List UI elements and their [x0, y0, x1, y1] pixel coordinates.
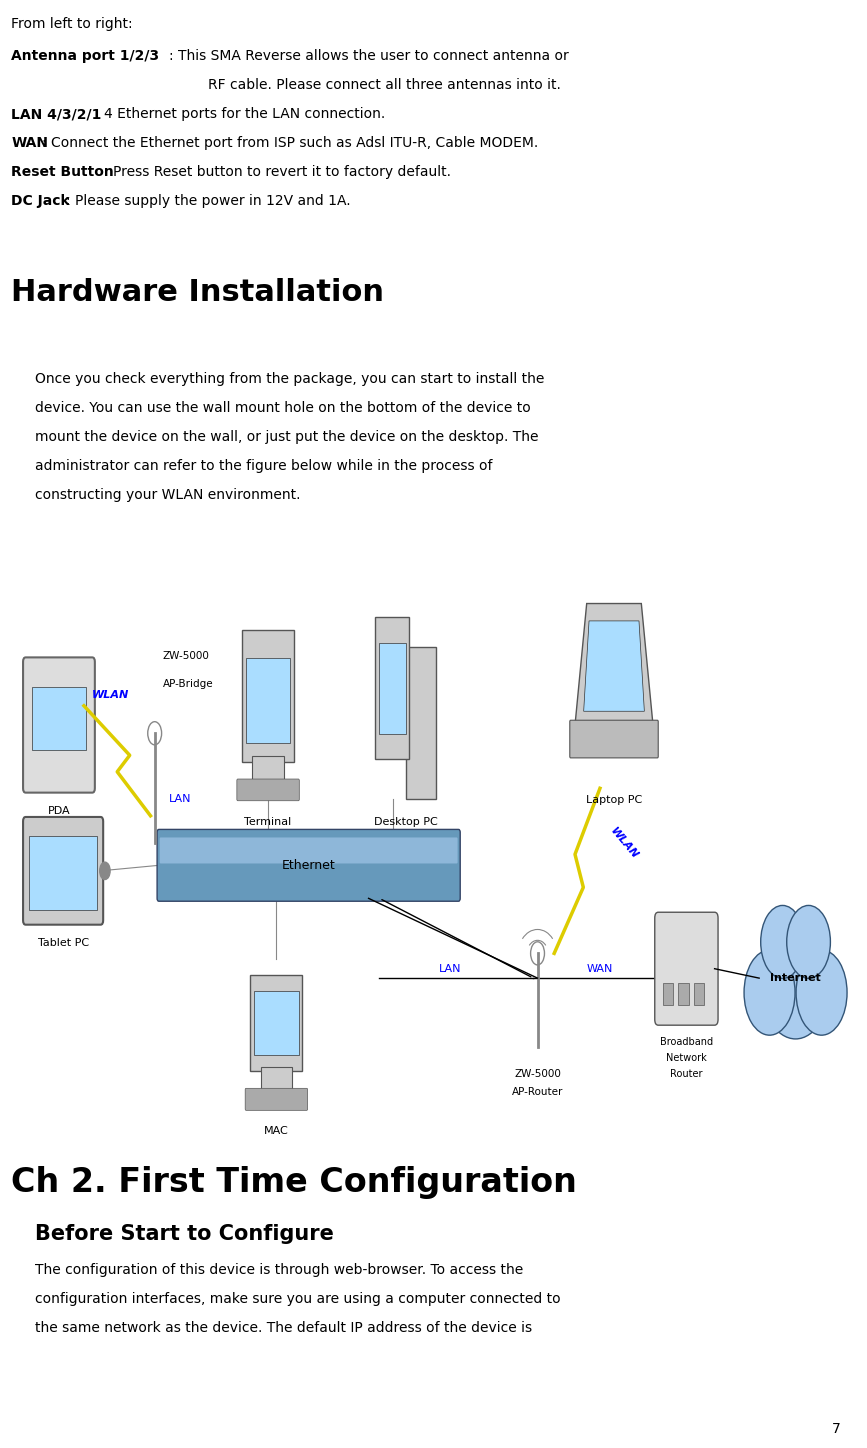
Text: Reset Button: Reset Button	[11, 165, 114, 180]
Text: : Press Reset button to revert it to factory default.: : Press Reset button to revert it to fac…	[104, 165, 451, 180]
FancyBboxPatch shape	[23, 657, 95, 792]
FancyBboxPatch shape	[375, 617, 408, 759]
Circle shape	[760, 905, 805, 979]
FancyBboxPatch shape	[379, 643, 406, 734]
Circle shape	[744, 950, 795, 1035]
Text: : 4 Ethernet ports for the LAN connection.: : 4 Ethernet ports for the LAN connectio…	[95, 107, 386, 122]
FancyBboxPatch shape	[252, 756, 284, 785]
Circle shape	[786, 905, 831, 979]
FancyBboxPatch shape	[242, 630, 294, 762]
Text: Router: Router	[670, 1069, 702, 1079]
FancyBboxPatch shape	[245, 1089, 308, 1111]
Text: the same network as the device. The default IP address of the device is: the same network as the device. The defa…	[35, 1321, 531, 1335]
Text: WAN: WAN	[11, 136, 49, 151]
FancyBboxPatch shape	[29, 835, 97, 911]
FancyBboxPatch shape	[160, 837, 458, 863]
Text: Internet: Internet	[770, 973, 821, 983]
Text: ZW-5000: ZW-5000	[163, 652, 210, 662]
Polygon shape	[575, 604, 653, 725]
FancyBboxPatch shape	[23, 817, 103, 925]
Text: mount the device on the wall, or just put the device on the desktop. The: mount the device on the wall, or just pu…	[35, 430, 538, 445]
FancyBboxPatch shape	[694, 983, 704, 1005]
FancyBboxPatch shape	[570, 720, 658, 757]
Text: AP-Bridge: AP-Bridge	[163, 679, 213, 689]
FancyBboxPatch shape	[678, 983, 688, 1005]
Text: configuration interfaces, make sure you are using a computer connected to: configuration interfaces, make sure you …	[35, 1292, 560, 1306]
Text: device. You can use the wall mount hole on the bottom of the device to: device. You can use the wall mount hole …	[35, 401, 531, 416]
Text: AP-Router: AP-Router	[512, 1087, 564, 1098]
FancyBboxPatch shape	[261, 1067, 292, 1090]
Text: constructing your WLAN environment.: constructing your WLAN environment.	[35, 488, 300, 502]
Text: Broadband: Broadband	[660, 1037, 713, 1047]
Text: : This SMA Reverse allows the user to connect antenna or: : This SMA Reverse allows the user to co…	[169, 49, 569, 64]
Text: LAN: LAN	[439, 964, 461, 973]
Polygon shape	[583, 621, 644, 711]
Circle shape	[100, 862, 110, 879]
Text: WLAN: WLAN	[92, 689, 129, 699]
Text: Laptop PC: Laptop PC	[586, 795, 642, 805]
FancyBboxPatch shape	[251, 975, 303, 1070]
Text: Once you check everything from the package, you can start to install the: Once you check everything from the packa…	[35, 372, 544, 387]
Text: ZW-5000: ZW-5000	[514, 1069, 561, 1079]
Circle shape	[796, 950, 847, 1035]
Text: administrator can refer to the figure below while in the process of: administrator can refer to the figure be…	[35, 459, 492, 473]
FancyBboxPatch shape	[157, 830, 460, 901]
Text: Terminal: Terminal	[244, 817, 291, 827]
FancyBboxPatch shape	[655, 912, 718, 1025]
Text: MAC: MAC	[264, 1125, 289, 1135]
Text: Desktop PC: Desktop PC	[374, 817, 438, 827]
Text: The configuration of this device is through web-browser. To access the: The configuration of this device is thro…	[35, 1263, 523, 1277]
Text: LAN: LAN	[168, 795, 191, 804]
Text: WLAN: WLAN	[609, 825, 640, 860]
Text: : Connect the Ethernet port from ISP such as Adsl ITU-R, Cable MODEM.: : Connect the Ethernet port from ISP suc…	[42, 136, 538, 151]
Text: Network: Network	[666, 1053, 707, 1063]
Text: PDA: PDA	[48, 805, 70, 815]
Text: DC Jack: DC Jack	[11, 194, 70, 209]
FancyBboxPatch shape	[237, 779, 299, 801]
Text: Hardware Installation: Hardware Installation	[11, 278, 384, 307]
Text: From left to right:: From left to right:	[11, 17, 133, 32]
FancyBboxPatch shape	[32, 686, 86, 750]
FancyBboxPatch shape	[254, 990, 299, 1054]
FancyBboxPatch shape	[662, 983, 673, 1005]
FancyBboxPatch shape	[17, 579, 850, 1129]
Text: 7: 7	[832, 1422, 841, 1436]
FancyBboxPatch shape	[406, 647, 436, 799]
Text: : Please supply the power in 12V and 1A.: : Please supply the power in 12V and 1A.	[66, 194, 350, 209]
Text: Tablet PC: Tablet PC	[37, 938, 88, 948]
Circle shape	[759, 918, 832, 1040]
Text: LAN 4/3/2/1: LAN 4/3/2/1	[11, 107, 101, 122]
Text: Ch 2. First Time Configuration: Ch 2. First Time Configuration	[11, 1166, 577, 1199]
Text: WAN: WAN	[587, 964, 613, 973]
Text: Before Start to Configure: Before Start to Configure	[35, 1224, 334, 1244]
Text: Ethernet: Ethernet	[282, 859, 336, 872]
FancyBboxPatch shape	[246, 657, 290, 743]
Text: RF cable. Please connect all three antennas into it.: RF cable. Please connect all three anten…	[208, 78, 561, 93]
Text: Antenna port 1/2/3: Antenna port 1/2/3	[11, 49, 160, 64]
